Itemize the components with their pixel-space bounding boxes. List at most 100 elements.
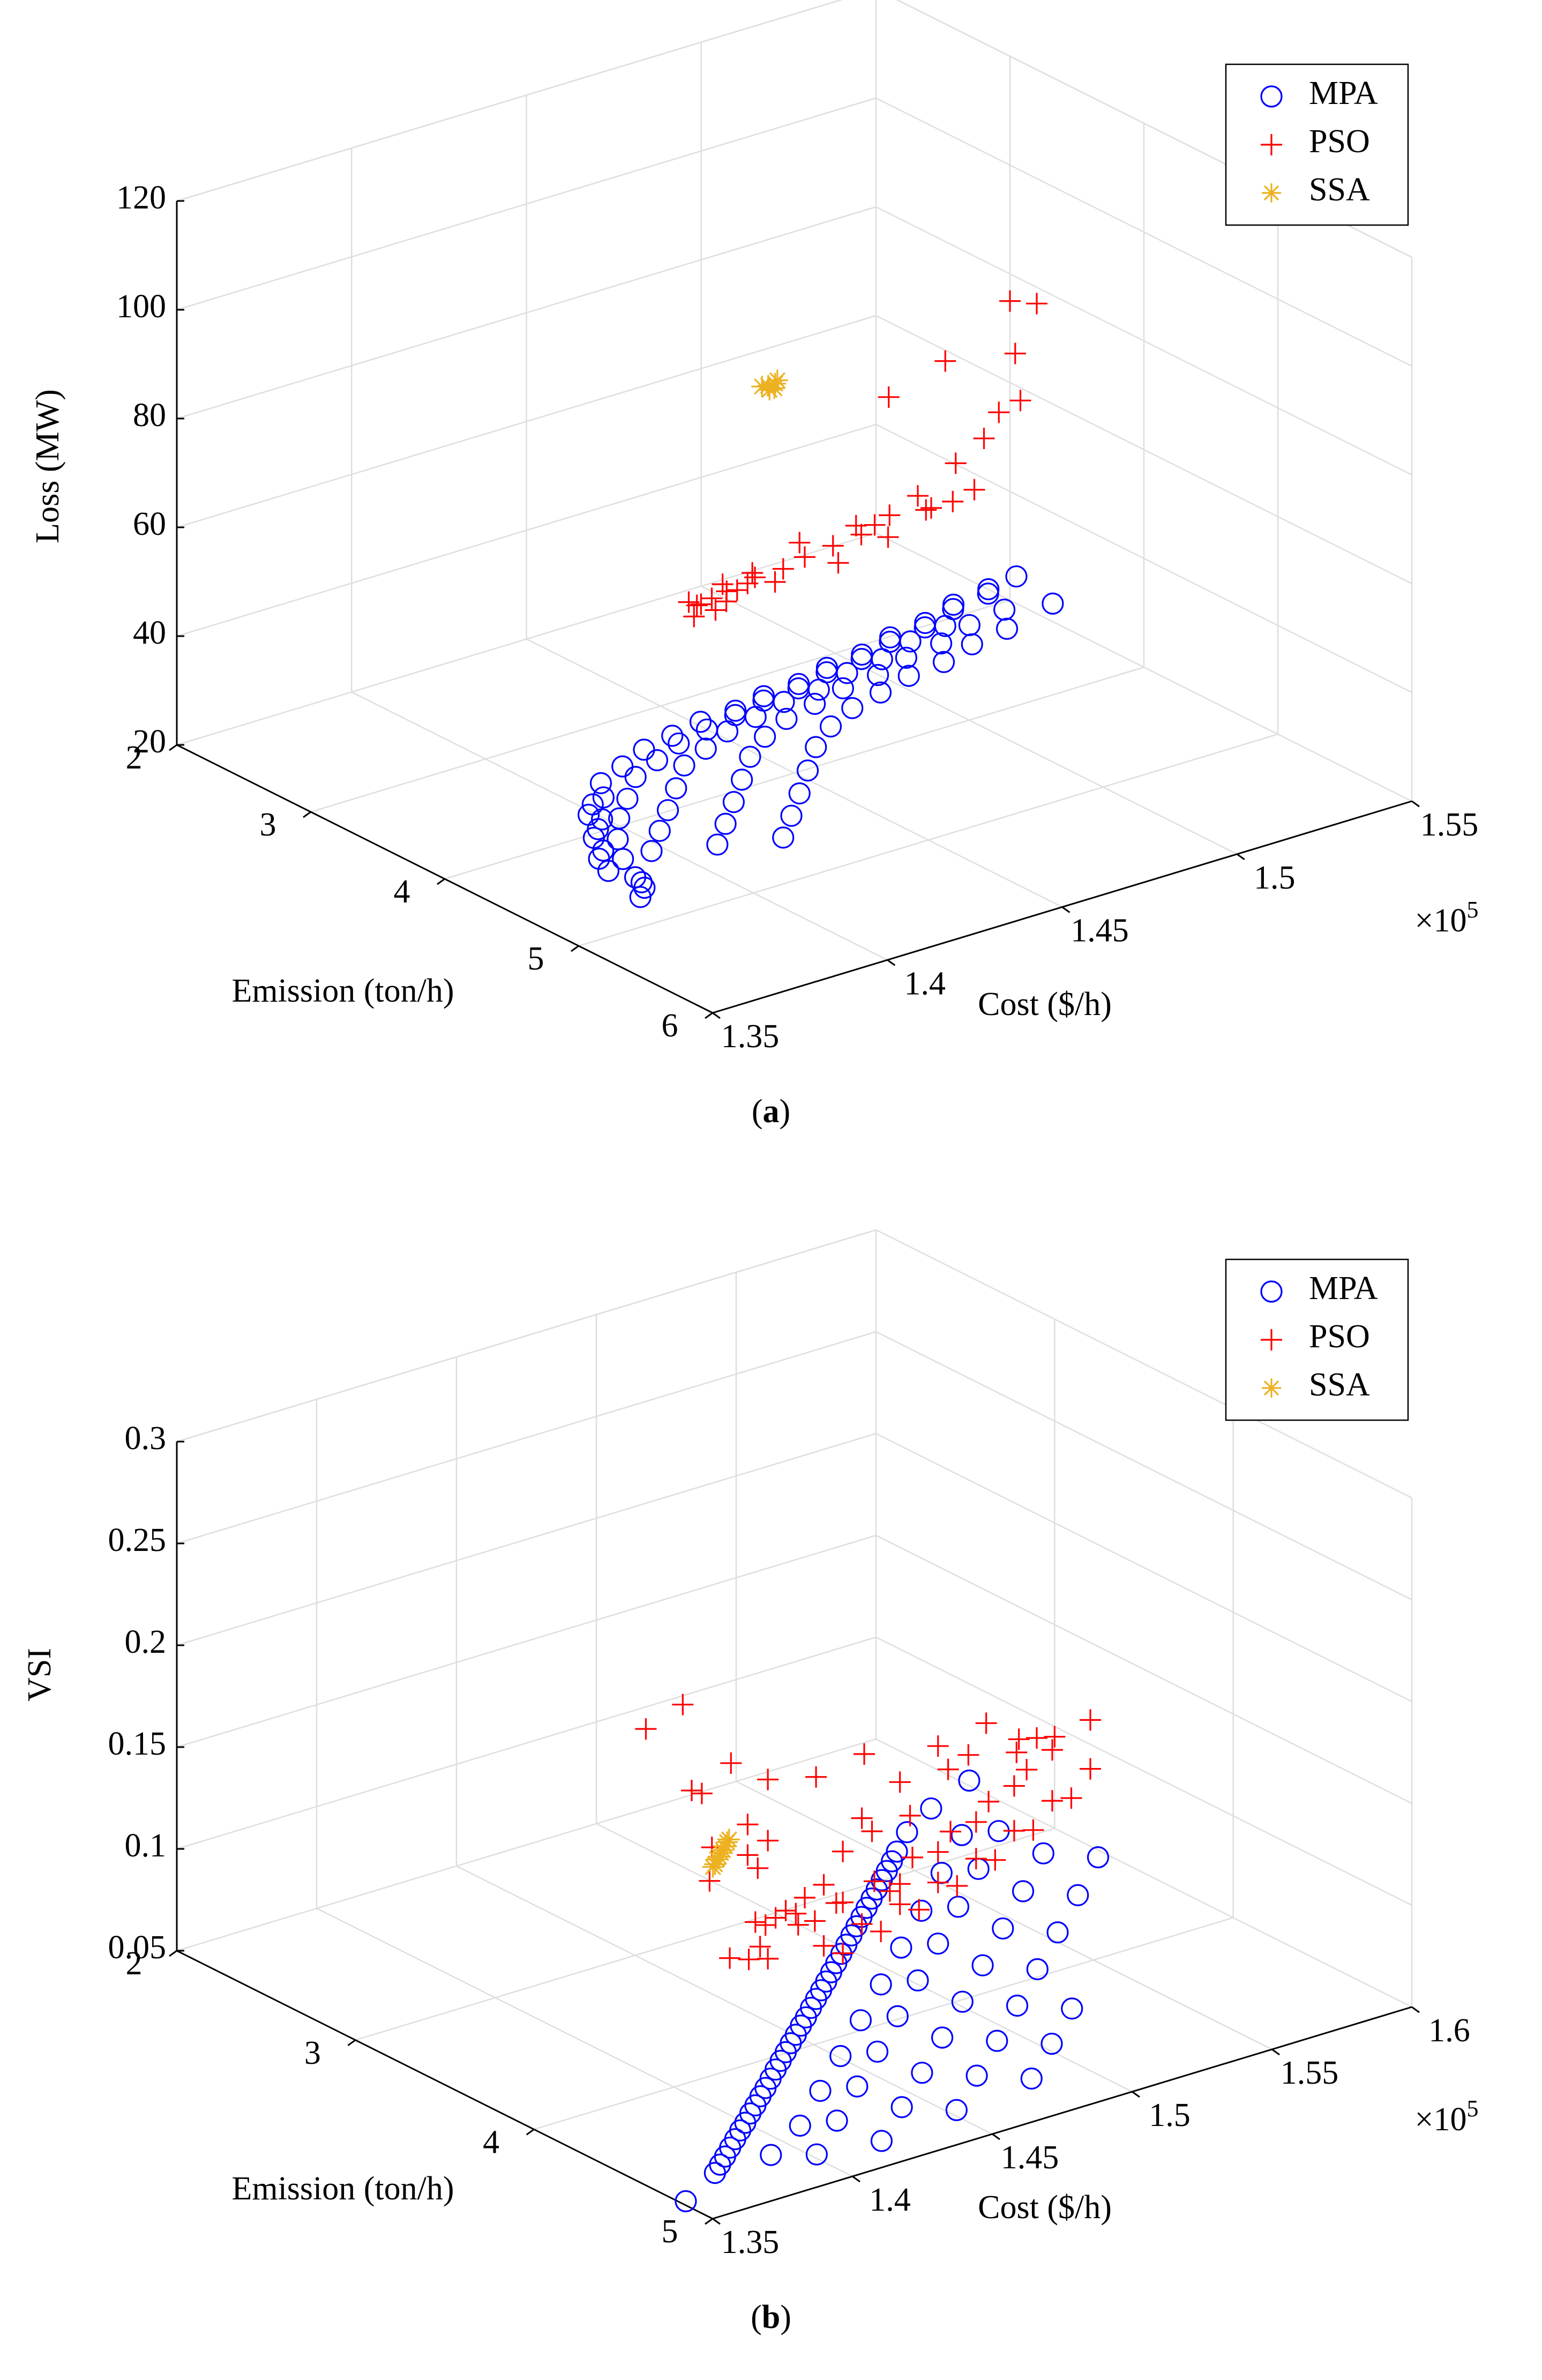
pso-point bbox=[747, 1857, 769, 1879]
legend-label: SSA bbox=[1309, 171, 1370, 208]
z-axis-label: Loss (MW) bbox=[29, 389, 66, 543]
mpa-point bbox=[769, 2049, 792, 2072]
pso-point bbox=[978, 1790, 1000, 1812]
mpa-point bbox=[722, 790, 745, 814]
pso-point bbox=[1016, 1759, 1038, 1781]
legend-label: MPA bbox=[1309, 75, 1378, 111]
mpa-point bbox=[790, 2015, 812, 2037]
mpa-point bbox=[775, 707, 798, 730]
pso-point bbox=[927, 1871, 949, 1893]
mpa-point bbox=[840, 1924, 863, 1946]
pso-point bbox=[854, 1743, 875, 1765]
pso-point bbox=[1044, 1726, 1066, 1748]
grid-line-z bbox=[176, 1229, 877, 1443]
mpa-point bbox=[931, 2026, 954, 2049]
mpa-point bbox=[819, 715, 842, 738]
mpa-point bbox=[661, 725, 684, 747]
mpa-point bbox=[675, 2190, 697, 2212]
x-tick-label: 1.55 bbox=[1281, 2055, 1339, 2091]
pso-point bbox=[813, 1874, 835, 1896]
pso-point bbox=[864, 514, 886, 536]
x-tick bbox=[992, 2133, 1000, 2140]
grid-line-z bbox=[875, 1331, 1412, 1601]
y-tick-label: 2 bbox=[126, 740, 143, 776]
y-tick-label: 5 bbox=[528, 941, 544, 977]
grid-line-z bbox=[176, 206, 877, 420]
x-tick-label: 1.4 bbox=[904, 965, 946, 1002]
mpa-point bbox=[934, 615, 956, 637]
pso-point bbox=[1008, 1728, 1030, 1750]
mpa-point bbox=[1032, 1842, 1054, 1864]
z-tick-label: 0.15 bbox=[108, 1726, 167, 1762]
pso-point bbox=[1006, 1741, 1028, 1763]
grid-line-y bbox=[578, 733, 1278, 947]
pso-point bbox=[737, 1814, 759, 1836]
pso-point bbox=[1041, 1790, 1063, 1812]
pso-point bbox=[686, 594, 708, 616]
pso-point bbox=[945, 452, 967, 474]
x-multiplier: ×105 bbox=[1415, 897, 1479, 939]
ssa-point bbox=[702, 1856, 724, 1878]
grid-line-z bbox=[176, 315, 877, 528]
pso-point bbox=[726, 579, 748, 601]
mpa-point bbox=[749, 2085, 772, 2108]
mpa-point bbox=[716, 720, 739, 743]
pso-point bbox=[705, 599, 727, 621]
mpa-point bbox=[805, 2143, 828, 2166]
legend-label: MPA bbox=[1309, 1270, 1378, 1307]
z-axis-label: VSI bbox=[21, 1648, 58, 1702]
grid-line-y bbox=[534, 1917, 1234, 2130]
mpa-point bbox=[910, 1899, 933, 1922]
grid-border bbox=[176, 1738, 877, 1952]
x-tick bbox=[1271, 2048, 1280, 2056]
mpa-point bbox=[895, 646, 917, 669]
mpa-point bbox=[800, 1996, 822, 2019]
mpa-point bbox=[961, 633, 983, 655]
pso-point bbox=[850, 524, 872, 546]
pso-point bbox=[965, 1848, 987, 1870]
tick-labels: 1.35 1.4 1.45 1.5 1.55 1.6 2 3 4 5 0.05 0.1 0.15 0.2 0… bbox=[108, 1420, 1470, 2260]
pso-point bbox=[1003, 1775, 1025, 1797]
pso-point bbox=[889, 1873, 911, 1895]
ssa-point bbox=[759, 379, 781, 401]
x-axis-line bbox=[712, 2006, 1412, 2220]
pso-point bbox=[934, 350, 956, 372]
mpa-point bbox=[648, 819, 671, 842]
x-axis-label: Cost ($/h) bbox=[978, 986, 1112, 1023]
mpa-point bbox=[866, 2040, 889, 2063]
mpa-point bbox=[788, 782, 811, 805]
pso-point bbox=[827, 552, 849, 574]
legend: MPA PSO SSA bbox=[1225, 1258, 1409, 1421]
pso-point bbox=[719, 1947, 741, 1969]
x-tick bbox=[712, 2218, 721, 2225]
grid-line-x bbox=[316, 1907, 853, 2177]
pso-point bbox=[889, 1893, 911, 1915]
pso-point bbox=[1060, 1787, 1082, 1809]
y-tick bbox=[169, 744, 177, 751]
pso-point bbox=[804, 1910, 826, 1932]
mpa-point bbox=[995, 617, 1019, 640]
mpa-point bbox=[1046, 1921, 1069, 1944]
series-ssa bbox=[751, 369, 788, 401]
mpa-point bbox=[870, 2130, 893, 2152]
mpa-point bbox=[719, 2136, 742, 2159]
pso-point bbox=[757, 1948, 779, 1969]
pso-point bbox=[678, 591, 700, 613]
mpa-point bbox=[789, 2114, 811, 2137]
z-tick-label: 40 bbox=[133, 615, 166, 651]
mpa-point bbox=[951, 1990, 974, 2013]
pso-point bbox=[787, 1914, 809, 1936]
legend-label: PSO bbox=[1309, 1318, 1370, 1355]
x-tick-label: 1.45 bbox=[1071, 913, 1129, 949]
ssa-point bbox=[714, 1835, 736, 1857]
mpa-point bbox=[886, 2005, 909, 2027]
ssa-point bbox=[763, 377, 785, 399]
pso-point bbox=[863, 1870, 885, 1892]
mpa-point bbox=[810, 1979, 833, 2002]
pso-point bbox=[907, 485, 929, 507]
z-tick-label: 0.05 bbox=[108, 1929, 167, 1966]
x-tick-label: 1.45 bbox=[1001, 2139, 1059, 2176]
pso-point bbox=[757, 1830, 779, 1852]
grid-line-y bbox=[310, 599, 1010, 813]
